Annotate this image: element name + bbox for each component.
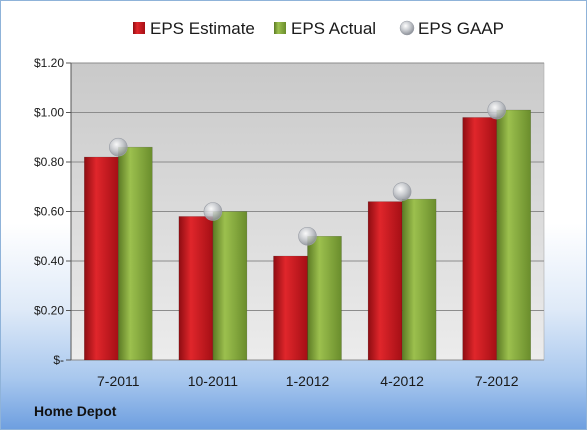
legend-swatch-eps-actual bbox=[274, 22, 286, 34]
x-tick-label: 10-2011 bbox=[188, 373, 239, 389]
legend: EPS Estimate EPS Actual EPS GAAP bbox=[133, 19, 504, 38]
bar-eps-estimate-7-2011 bbox=[84, 156, 119, 361]
bar-eps-actual-10-2011 bbox=[212, 211, 248, 361]
x-tick-label: 7-2012 bbox=[475, 373, 519, 389]
bar-eps-estimate-4-2012 bbox=[367, 201, 403, 361]
bar-eps-estimate-1-2012 bbox=[273, 255, 308, 361]
y-tick-label: $0.40 bbox=[34, 254, 64, 268]
y-tick-label: $1.00 bbox=[34, 106, 64, 120]
x-tick-label: 1-2012 bbox=[286, 373, 330, 389]
company-caption: Home Depot bbox=[34, 403, 117, 419]
bar-group bbox=[84, 109, 531, 361]
x-axis: 7-2011 10-2011 1-2012 4-2012 7-2012 bbox=[97, 373, 519, 389]
y-tick-label: $0.60 bbox=[34, 205, 64, 219]
marker-eps-gaap-4-2012 bbox=[392, 182, 412, 201]
y-tick-label: $- bbox=[53, 353, 64, 367]
bar-eps-actual-7-2011 bbox=[118, 146, 153, 361]
legend-label-eps-gaap: EPS GAAP bbox=[418, 19, 504, 38]
bar-eps-estimate-7-2012 bbox=[462, 117, 497, 361]
legend-swatch-eps-gaap bbox=[399, 20, 415, 36]
bar-eps-actual-7-2012 bbox=[496, 109, 531, 361]
marker-eps-gaap-7-2011 bbox=[109, 137, 128, 157]
y-tick-label: $0.80 bbox=[34, 155, 64, 169]
marker-eps-gaap-7-2012 bbox=[487, 100, 507, 120]
x-tick-label: 7-2011 bbox=[97, 373, 140, 389]
legend-label-eps-estimate: EPS Estimate bbox=[150, 19, 255, 38]
gaap-marker-group bbox=[109, 100, 507, 246]
marker-eps-gaap-10-2011 bbox=[203, 202, 223, 221]
marker-eps-gaap-1-2012 bbox=[298, 226, 317, 246]
bar-eps-actual-1-2012 bbox=[307, 236, 342, 361]
bar-eps-actual-4-2012 bbox=[401, 198, 437, 361]
bar-eps-estimate-10-2011 bbox=[178, 216, 214, 361]
y-tick-label: $0.20 bbox=[34, 304, 64, 318]
y-tick-label: $1.20 bbox=[34, 56, 64, 70]
legend-swatch-eps-estimate bbox=[133, 22, 145, 34]
x-tick-label: 4-2012 bbox=[380, 373, 424, 389]
legend-label-eps-actual: EPS Actual bbox=[291, 19, 376, 38]
y-axis: $- $0.20 $0.40 $0.60 $0.80 $1.00 $1.20 bbox=[34, 56, 72, 367]
